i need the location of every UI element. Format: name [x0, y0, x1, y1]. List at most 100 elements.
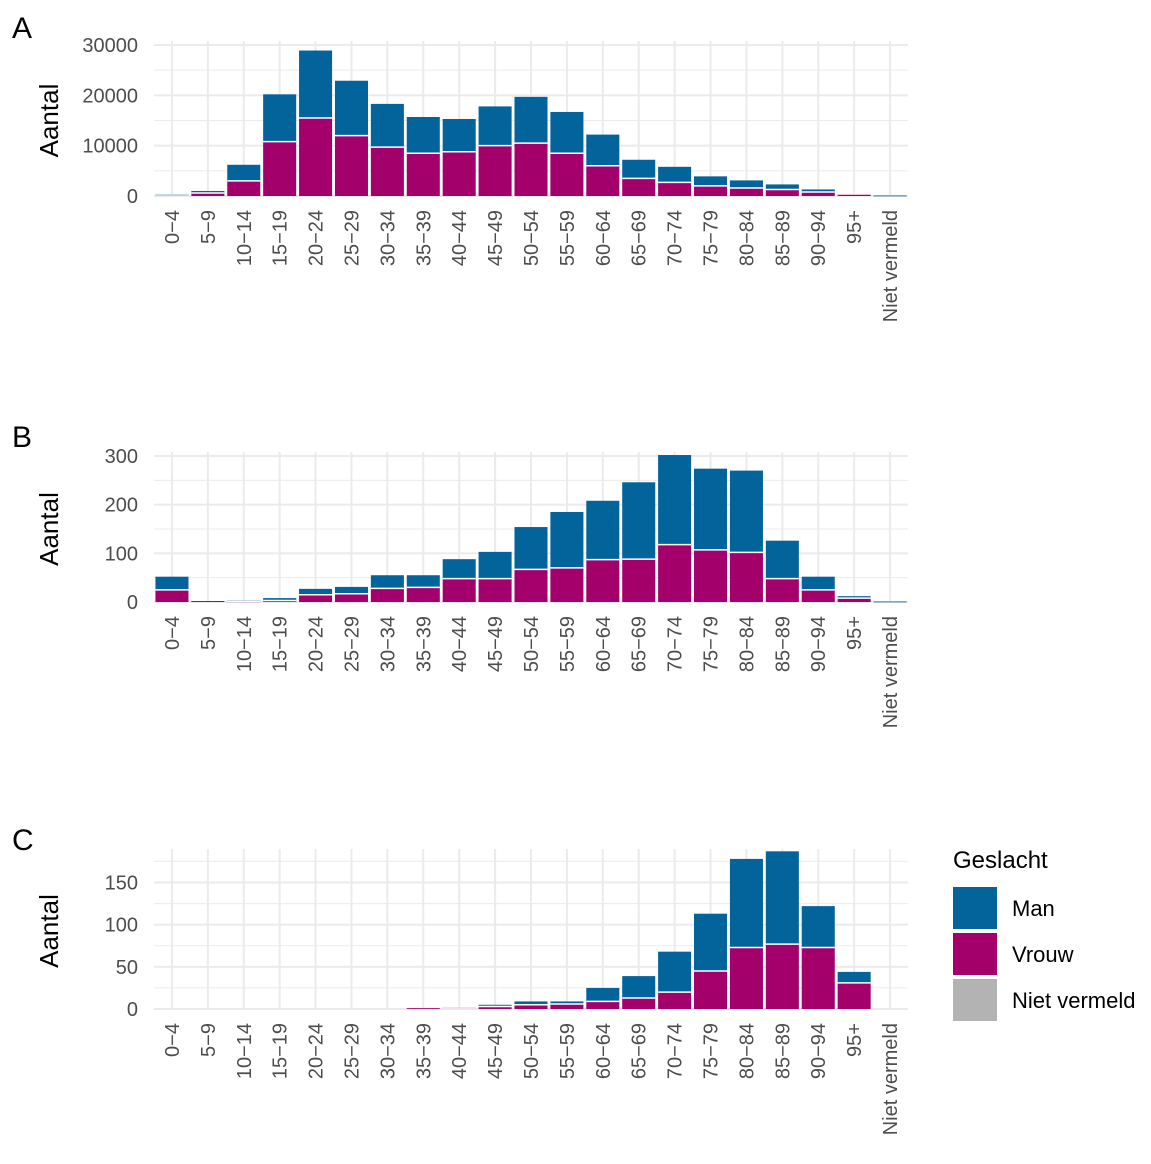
bar-man-10: [514, 1001, 548, 1005]
bar-man-20: [873, 195, 907, 197]
x-tick-label: 45−49: [485, 1023, 507, 1079]
bar-vrouw-16: [729, 552, 763, 602]
bar-vrouw-7: [406, 587, 440, 602]
y-tick-label: 0: [127, 592, 138, 614]
y-tick-label: 20000: [82, 85, 138, 107]
bar-vrouw-13: [622, 559, 656, 602]
x-tick-label: 15−19: [270, 616, 292, 672]
bar-vrouw-15: [694, 185, 728, 196]
bar-vrouw-17: [765, 944, 799, 1009]
x-tick-label: 95+: [844, 210, 866, 244]
bar-man-17: [765, 540, 799, 579]
bar-vrouw-12: [586, 165, 620, 196]
x-tick-label: 75−79: [701, 616, 723, 672]
x-tick-label: 45−49: [485, 210, 507, 266]
y-tick-label: 0: [127, 999, 138, 1021]
x-tick-label: 5−9: [198, 210, 220, 244]
bar-vrouw-19: [837, 982, 871, 1009]
bar-man-7: [406, 116, 440, 154]
legend: Geslacht Man Vrouw Niet vermeld: [953, 847, 1135, 1021]
bar-vrouw-17: [765, 189, 799, 196]
bar-vrouw-13: [622, 998, 656, 1009]
x-tick-label: 85−89: [772, 210, 794, 266]
bar-man-18: [801, 189, 835, 192]
bar-man-17: [765, 184, 799, 190]
y-axis-label: Aantal: [34, 492, 64, 566]
bar-man-12: [586, 500, 620, 560]
y-tick-label: 30000: [82, 35, 138, 57]
bar-vrouw-12: [586, 559, 620, 602]
bar-man-11: [550, 1001, 584, 1004]
bar-man-3: [263, 94, 297, 142]
x-tick-label: 60−64: [593, 616, 615, 672]
bar-vrouw-4: [299, 594, 333, 602]
bar-man-5: [334, 80, 368, 136]
bar-vrouw-5: [334, 135, 368, 196]
bar-man-14: [658, 166, 692, 183]
x-tick-label: 5−9: [198, 1023, 220, 1057]
bar-man-7: [406, 575, 440, 588]
legend-label-niet-vermeld: Niet vermeld: [1012, 988, 1135, 1013]
bar-vrouw-19: [837, 598, 871, 602]
x-tick-label: 65−69: [629, 616, 651, 672]
bar-man-5: [334, 586, 368, 594]
x-tick-label: 75−79: [701, 210, 723, 266]
bar-man-20: [873, 601, 907, 603]
x-tick-label: 50−54: [521, 1023, 543, 1079]
x-tick-label: 45−49: [485, 616, 507, 672]
bar-man-18: [801, 906, 835, 948]
bar-man-14: [658, 951, 692, 993]
bar-man-14: [658, 455, 692, 545]
bar-man-8: [442, 559, 476, 579]
bar-vrouw-9: [478, 1006, 512, 1009]
bar-vrouw-16: [729, 187, 763, 196]
x-tick-label: 20−24: [306, 1023, 328, 1079]
bar-man-13: [622, 976, 656, 999]
bar-vrouw-18: [801, 589, 835, 602]
bar-man-15: [694, 468, 728, 550]
y-tick-label: 10000: [82, 136, 138, 158]
x-tick-label: 25−29: [341, 210, 363, 266]
x-tick-label: 15−19: [270, 210, 292, 266]
panel-b: 0 100 200 300 0−4 5−9 10−14 15−19 20−24 25−29 30−3…: [12, 421, 908, 728]
x-tick-label: 90−94: [808, 210, 830, 266]
bar-vrouw-8: [442, 151, 476, 196]
bar-vrouw-9: [478, 578, 512, 602]
x-tick-label: 55−59: [557, 210, 579, 266]
bar-man-15: [694, 176, 728, 186]
y-tick-label: 0: [127, 186, 138, 208]
x-tick-label: 30−34: [377, 210, 399, 266]
x-tick-label: 80−84: [736, 1023, 758, 1079]
bar-vrouw-4: [299, 117, 333, 196]
bar-vrouw-18: [801, 191, 835, 196]
bar-man-13: [622, 159, 656, 179]
bar-vrouw-1: [191, 192, 225, 196]
bar-man-12: [586, 987, 620, 1002]
x-tick-label: 70−74: [665, 210, 687, 266]
bar-man-9: [478, 106, 512, 146]
legend-title: Geslacht: [953, 847, 1048, 874]
y-tick-label: 100: [105, 543, 138, 565]
x-tick-label: 95+: [844, 1023, 866, 1057]
x-tick-label: 70−74: [665, 1023, 687, 1079]
x-tick-label: Niet vermeld: [880, 616, 902, 728]
bar-vrouw-13: [622, 178, 656, 196]
x-tick-label: 10−14: [234, 1023, 256, 1079]
bar-vrouw-11: [550, 1003, 584, 1009]
x-tick-label: 5−9: [198, 616, 220, 650]
legend-swatch-vrouw: [953, 933, 997, 975]
x-tick-label: 20−24: [306, 616, 328, 672]
bar-man-8: [442, 118, 476, 152]
bar-man-6: [370, 575, 404, 589]
bar-vrouw-10: [514, 1004, 548, 1009]
bar-man-0: [155, 576, 189, 590]
x-tick-label: 60−64: [593, 210, 615, 266]
bar-vrouw-16: [729, 947, 763, 1009]
bar-man-15: [694, 913, 728, 972]
legend-swatch-niet-vermeld: [953, 979, 997, 1021]
bar-vrouw-14: [658, 992, 692, 1009]
bar-man-19: [837, 971, 871, 983]
bar-vrouw-15: [694, 971, 728, 1009]
